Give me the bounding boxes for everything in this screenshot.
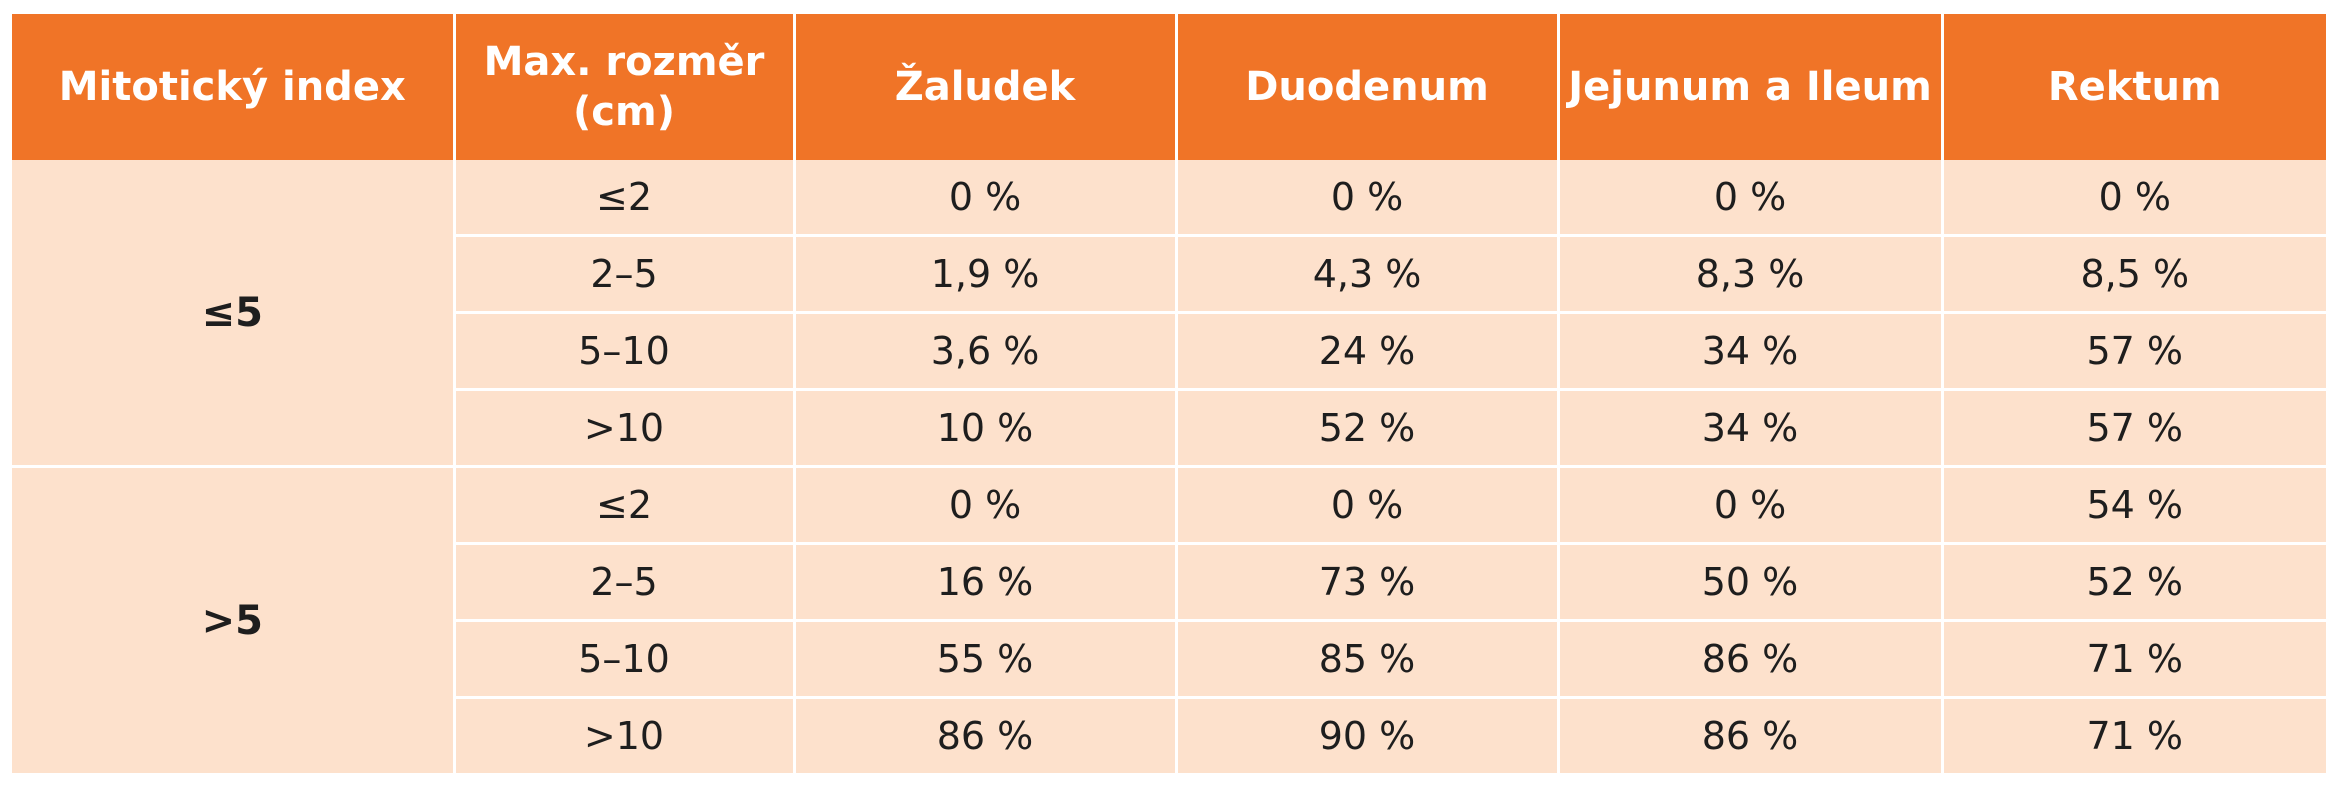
table-row: 5–10 55 % 85 % 86 % 71 % — [12, 620, 2326, 699]
header-max-size: Max. rozměr (cm) — [454, 14, 796, 160]
zaludek-cell: 16 % — [794, 543, 1178, 622]
rektum-cell: 57 % — [1942, 389, 2326, 468]
header-max-size-line2: (cm) — [573, 89, 675, 135]
size-cell: 5–10 — [454, 620, 796, 699]
risk-table-container: Mitotický index Max. rozměr (cm) Žaludek… — [12, 14, 2326, 773]
table-row: >5 ≤2 0 % 0 % 0 % 54 % — [12, 466, 2326, 773]
group-index-le5: ≤5 — [12, 160, 456, 468]
rektum-cell: 8,5 % — [1942, 235, 2326, 314]
rektum-cell: 71 % — [1942, 697, 2326, 773]
jejunum-cell: 8,3 % — [1558, 235, 1944, 314]
rektum-cell: 0 % — [1942, 160, 2326, 237]
size-cell: >10 — [454, 389, 796, 468]
jejunum-cell: 50 % — [1558, 543, 1944, 622]
header-zaludek: Žaludek — [794, 14, 1178, 160]
table-row: >10 86 % 90 % 86 % 71 % — [12, 697, 2326, 773]
group-index-gt5: >5 — [12, 466, 456, 773]
duodenum-cell: 90 % — [1176, 697, 1560, 773]
header-jejunum-ileum: Jejunum a Ileum — [1558, 14, 1944, 160]
size-cell: 2–5 — [454, 235, 796, 314]
duodenum-cell: 52 % — [1176, 389, 1560, 468]
header-duodenum: Duodenum — [1176, 14, 1560, 160]
size-cell: 5–10 — [454, 312, 796, 391]
table-row: >10 10 % 52 % 34 % 57 % — [12, 389, 2326, 468]
jejunum-cell: 34 % — [1558, 389, 1944, 468]
rektum-cell: 57 % — [1942, 312, 2326, 391]
table-row: ≤5 ≤2 0 % 0 % 0 % 0 % — [12, 160, 2326, 468]
jejunum-cell: 0 % — [1558, 160, 1944, 237]
rektum-cell: 71 % — [1942, 620, 2326, 699]
duodenum-cell: 0 % — [1176, 466, 1560, 545]
zaludek-cell: 1,9 % — [794, 235, 1178, 314]
duodenum-cell: 85 % — [1176, 620, 1560, 699]
jejunum-cell: 86 % — [1558, 697, 1944, 773]
jejunum-cell: 0 % — [1558, 466, 1944, 545]
jejunum-cell: 34 % — [1558, 312, 1944, 391]
header-mitotic-index: Mitotický index — [12, 14, 456, 160]
size-cell: ≤2 — [454, 466, 796, 545]
rektum-cell: 52 % — [1942, 543, 2326, 622]
table-row: 5–10 3,6 % 24 % 34 % 57 % — [12, 312, 2326, 391]
duodenum-cell: 4,3 % — [1176, 235, 1560, 314]
table-row: 2–5 16 % 73 % 50 % 52 % — [12, 543, 2326, 622]
jejunum-cell: 86 % — [1558, 620, 1944, 699]
zaludek-cell: 3,6 % — [794, 312, 1178, 391]
size-cell: ≤2 — [454, 160, 796, 237]
header-max-size-line1: Max. rozměr — [483, 39, 765, 85]
duodenum-cell: 24 % — [1176, 312, 1560, 391]
zaludek-cell: 10 % — [794, 389, 1178, 468]
table-row: 2–5 1,9 % 4,3 % 8,3 % 8,5 % — [12, 235, 2326, 314]
size-cell: >10 — [454, 697, 796, 773]
risk-table: Mitotický index Max. rozměr (cm) Žaludek… — [12, 14, 2326, 773]
zaludek-cell: 55 % — [794, 620, 1178, 699]
header-row: Mitotický index Max. rozměr (cm) Žaludek… — [12, 14, 2326, 160]
header-rektum: Rektum — [1942, 14, 2326, 160]
rektum-cell: 54 % — [1942, 466, 2326, 545]
zaludek-cell: 0 % — [794, 466, 1178, 545]
duodenum-cell: 73 % — [1176, 543, 1560, 622]
duodenum-cell: 0 % — [1176, 160, 1560, 237]
zaludek-cell: 0 % — [794, 160, 1178, 237]
zaludek-cell: 86 % — [794, 697, 1178, 773]
size-cell: 2–5 — [454, 543, 796, 622]
